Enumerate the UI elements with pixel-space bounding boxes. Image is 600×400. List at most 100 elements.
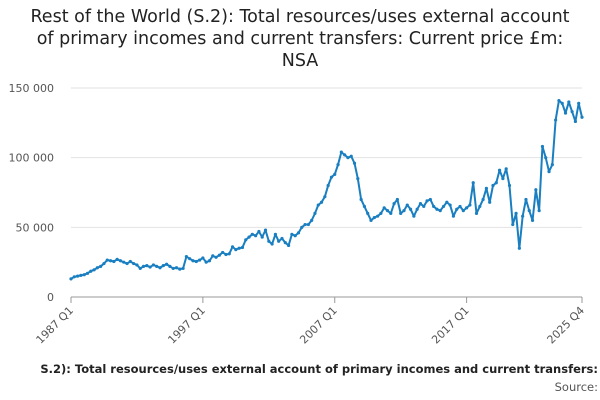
point: [537, 209, 541, 213]
point: [227, 252, 231, 256]
point: [151, 263, 156, 267]
point: [425, 199, 429, 203]
point: [260, 235, 264, 239]
point: [329, 175, 334, 179]
point: [286, 243, 291, 248]
point: [484, 186, 488, 190]
point: [319, 200, 324, 204]
point: [530, 218, 535, 222]
point: [395, 197, 399, 202]
point: [501, 176, 505, 181]
point: [141, 264, 146, 268]
point: [455, 207, 459, 211]
point: [85, 271, 90, 275]
point: [372, 215, 376, 220]
point: [184, 254, 188, 259]
point: [356, 176, 360, 181]
point: [240, 245, 245, 250]
point: [557, 98, 561, 103]
point: [349, 154, 353, 158]
point: [161, 264, 165, 268]
x-tick-label: 1987 Q1: [34, 304, 77, 347]
y-tick-label: 0: [47, 291, 54, 304]
point: [148, 265, 152, 269]
point: [550, 163, 554, 167]
point: [296, 231, 301, 235]
point: [494, 181, 498, 185]
point: [138, 266, 142, 271]
point: [547, 170, 551, 174]
point: [514, 211, 518, 215]
point: [300, 225, 304, 229]
point: [468, 203, 472, 207]
point: [517, 246, 521, 250]
point: [474, 211, 479, 215]
point: [435, 207, 439, 211]
point: [471, 181, 475, 185]
point: [534, 188, 538, 192]
point: [316, 203, 320, 207]
point: [270, 242, 274, 246]
point: [165, 262, 169, 266]
point: [497, 168, 502, 172]
point: [214, 255, 218, 259]
point: [339, 150, 343, 154]
point: [544, 156, 548, 160]
point: [254, 234, 258, 238]
point: [135, 263, 139, 267]
point: [445, 200, 449, 204]
point: [521, 214, 525, 218]
point: [230, 245, 235, 249]
point: [379, 211, 383, 215]
point: [303, 222, 307, 227]
point: [507, 183, 512, 188]
point: [201, 256, 205, 260]
point: [69, 277, 73, 281]
point: [448, 203, 452, 207]
point: [313, 211, 317, 215]
point: [293, 234, 297, 238]
point: [204, 260, 208, 264]
point: [382, 206, 386, 210]
point: [290, 232, 294, 236]
point: [82, 273, 86, 277]
point: [478, 204, 482, 209]
point: [168, 264, 172, 268]
point: [451, 214, 456, 218]
x-tick-label: 2025 Q4: [545, 304, 588, 347]
point: [458, 204, 462, 209]
point: [178, 267, 182, 271]
point: [132, 261, 136, 266]
point: [405, 203, 409, 207]
point: [211, 254, 215, 258]
point: [112, 259, 116, 264]
point: [95, 266, 99, 270]
point: [488, 200, 492, 204]
point: [399, 211, 403, 215]
point: [145, 264, 149, 268]
point: [560, 101, 564, 105]
point: [415, 207, 419, 211]
point: [115, 257, 119, 261]
point: [306, 222, 310, 227]
series-line: [70, 99, 583, 280]
point: [221, 250, 225, 255]
point: [72, 275, 76, 279]
point: [389, 211, 393, 215]
y-tick-label: 150 000: [9, 82, 55, 95]
point: [385, 209, 390, 213]
point: [102, 261, 106, 266]
point: [441, 204, 446, 209]
point: [257, 229, 261, 234]
point: [461, 209, 465, 213]
point: [527, 209, 531, 213]
point: [491, 183, 495, 188]
point: [333, 172, 337, 176]
point: [155, 264, 159, 268]
point: [125, 261, 129, 266]
point: [511, 222, 515, 227]
point: [174, 266, 179, 270]
point: [428, 197, 432, 202]
point: [376, 214, 380, 218]
point: [283, 241, 287, 245]
